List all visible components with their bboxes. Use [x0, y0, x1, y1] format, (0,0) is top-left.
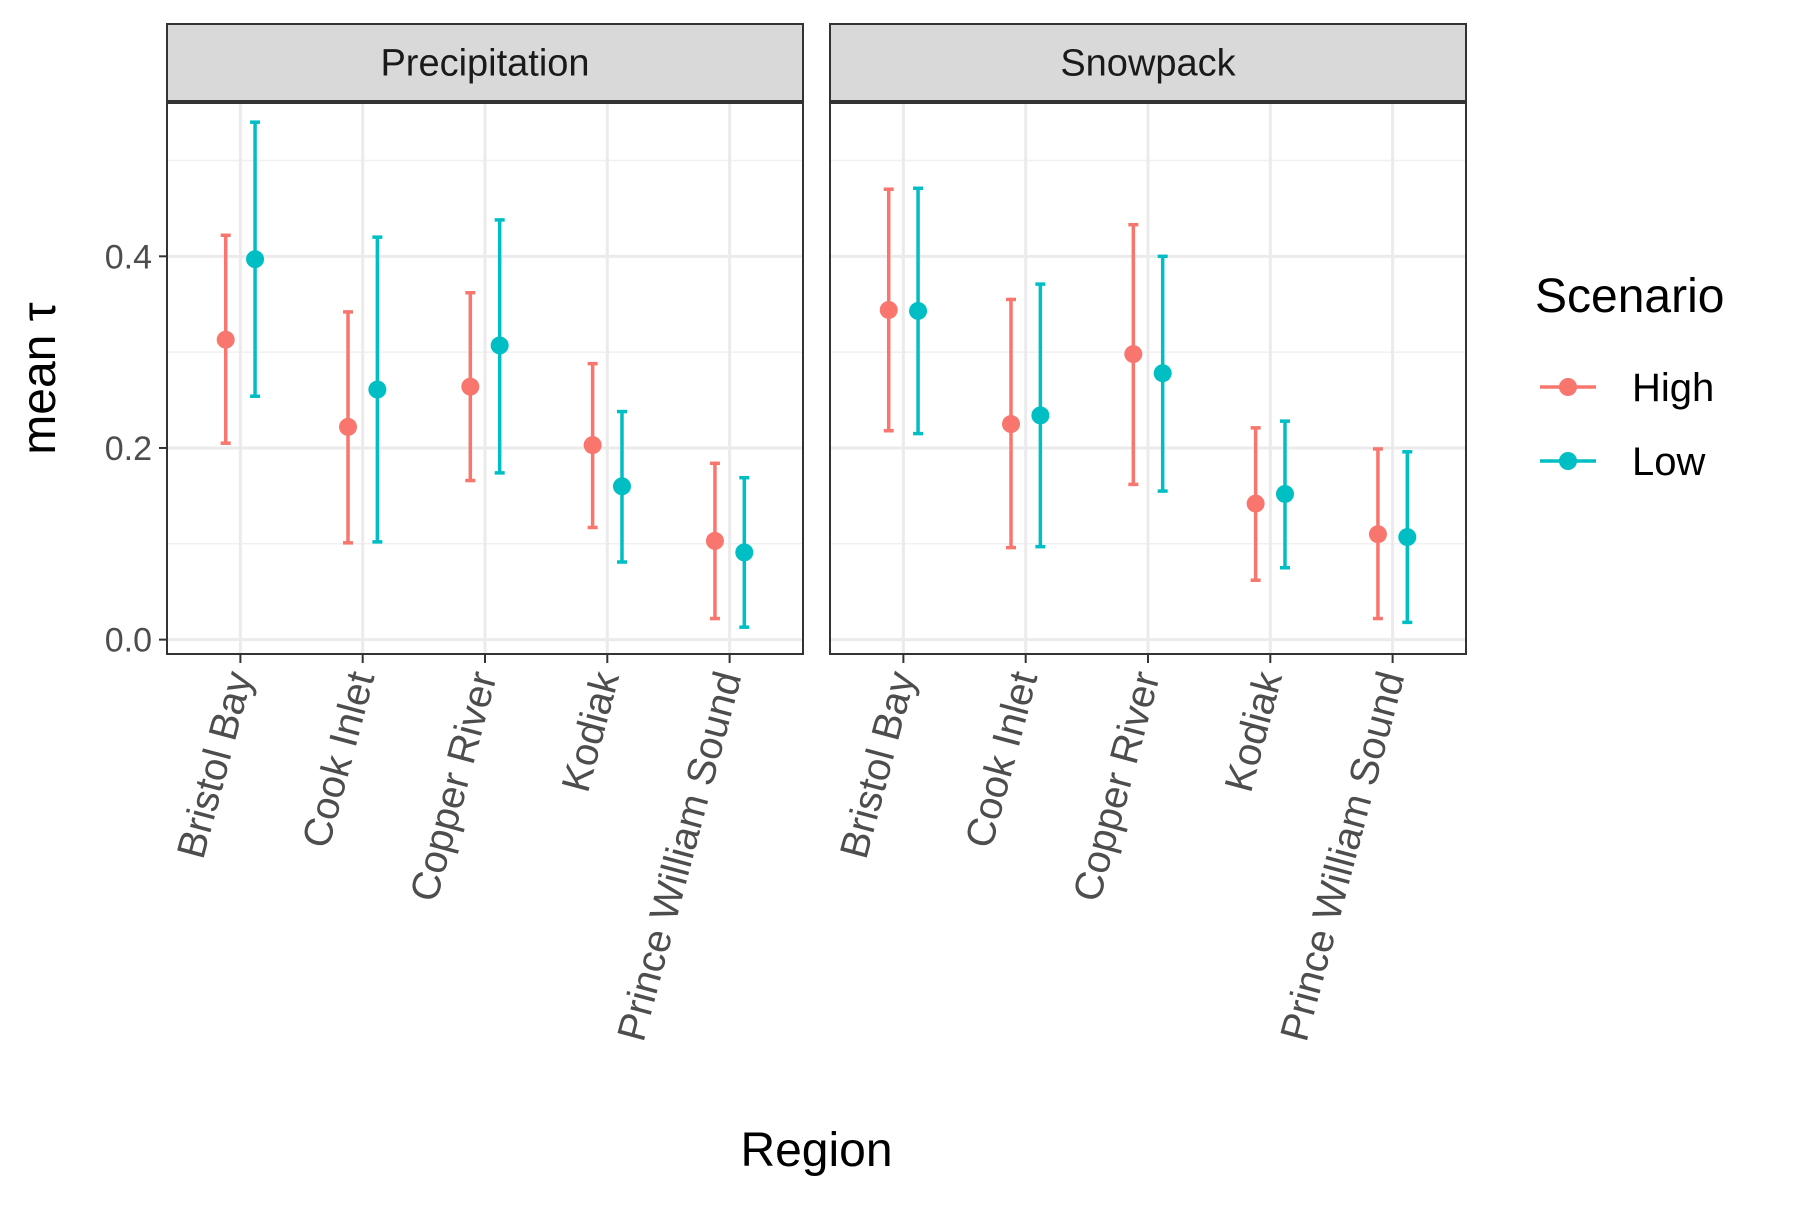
point-low	[1031, 406, 1050, 425]
point-high	[1124, 345, 1143, 364]
x-tick-label: Cook Inlet	[294, 667, 383, 852]
point-low	[1398, 528, 1417, 547]
point-low	[909, 301, 928, 320]
legend-key-point	[1559, 452, 1577, 470]
x-axis-title: Region	[740, 1124, 892, 1177]
y-tick-label: 0.4	[105, 238, 152, 276]
legend: Scenario High Low	[1535, 270, 1724, 484]
panel-snowpack: Snowpack Bristol Bay Cook Inlet Copper Rive…	[829, 23, 1467, 1046]
y-tick-label: 0.0	[105, 622, 152, 660]
point-low	[612, 477, 631, 496]
point-high	[461, 377, 480, 396]
legend-label: High	[1632, 366, 1714, 410]
legend-key-point	[1559, 378, 1577, 396]
point-high	[339, 417, 358, 436]
point-high	[1246, 494, 1265, 513]
x-tick-label: Copper River	[1065, 667, 1168, 906]
point-high	[705, 531, 724, 550]
point-low	[1275, 484, 1294, 503]
legend-title: Scenario	[1535, 270, 1724, 323]
point-high	[1002, 415, 1021, 434]
x-tick-label: Cook Inlet	[957, 667, 1046, 852]
point-high	[879, 300, 898, 319]
x-tick-label: Kodiak	[1217, 666, 1291, 796]
facet-label: Snowpack	[1060, 43, 1236, 85]
facet-strip	[829, 23, 1467, 102]
y-axis-title: mean τ	[13, 302, 66, 454]
point-low	[246, 250, 265, 269]
point-high	[583, 436, 602, 455]
point-high	[1368, 525, 1387, 544]
panel-precipitation: Precipitation Bristol Bay Cook Inlet Copper…	[166, 23, 804, 1046]
point-high	[216, 330, 235, 349]
x-tick-label: Bristol Bay	[169, 667, 261, 863]
x-tick-label: Prince William Sound	[1272, 667, 1413, 1046]
x-tick-label: Copper River	[402, 667, 505, 906]
point-low	[735, 543, 754, 562]
point-low	[490, 336, 509, 355]
y-tick-label: 0.2	[105, 430, 152, 468]
x-tick-label: Kodiak	[554, 666, 628, 796]
facet-strip	[166, 23, 804, 102]
legend-label: Low	[1632, 440, 1705, 484]
facet-label: Precipitation	[380, 43, 589, 85]
x-tick-label: Bristol Bay	[832, 667, 924, 863]
point-low	[368, 380, 387, 399]
x-tick-label: Prince William Sound	[609, 667, 750, 1046]
point-low	[1153, 364, 1172, 383]
